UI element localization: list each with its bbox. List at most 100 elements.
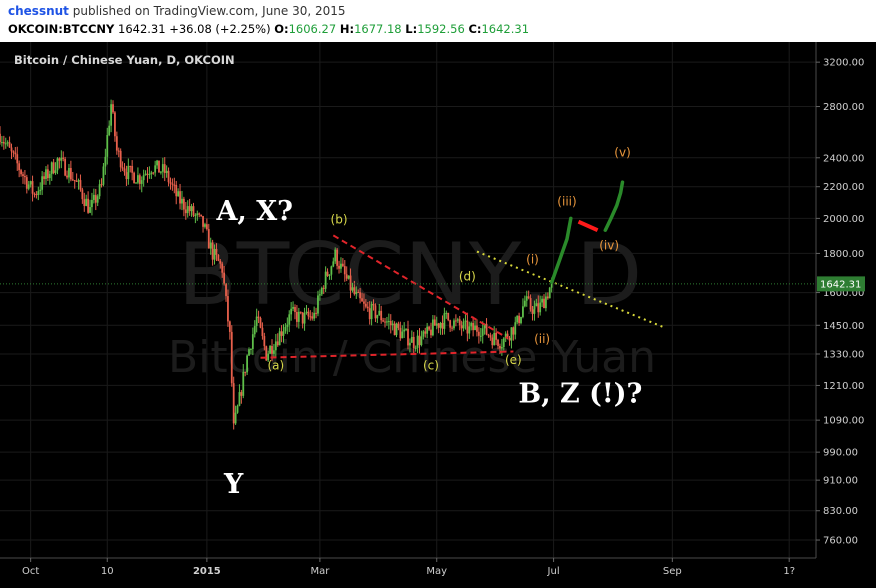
- candle-body: [518, 315, 520, 324]
- candle-body: [433, 319, 436, 326]
- candle-body: [294, 307, 296, 312]
- candle-body: [426, 326, 429, 334]
- candle-body: [416, 335, 419, 348]
- candle-body: [250, 348, 252, 350]
- candle-body: [267, 353, 270, 361]
- candle-body: [131, 166, 134, 173]
- candle-body: [127, 165, 130, 180]
- candle-body: [177, 191, 180, 197]
- candle-body: [458, 319, 461, 326]
- candle-body: [158, 160, 160, 173]
- candle-body: [286, 324, 289, 327]
- price-chart[interactable]: BTCCNY, D Bitcoin / Chinese Yuan A, X?YB…: [0, 42, 876, 588]
- candle-body: [221, 263, 224, 273]
- candle-body: [102, 166, 105, 185]
- candle-body: [424, 331, 427, 334]
- candle-body: [311, 316, 314, 319]
- candle-body: [351, 287, 354, 291]
- candle-body: [29, 181, 32, 185]
- candle-body: [25, 177, 28, 189]
- candle-body: [91, 199, 93, 208]
- candle-body: [276, 341, 279, 346]
- candle-body: [437, 323, 440, 328]
- candle-body: [6, 142, 9, 144]
- candle-body: [296, 311, 298, 322]
- candle-body: [472, 323, 475, 331]
- candle-body: [81, 189, 84, 200]
- candle-body: [326, 271, 329, 276]
- candle-body: [163, 164, 166, 173]
- candle-body: [140, 180, 143, 184]
- candle-body: [123, 168, 126, 173]
- candle-body: [52, 162, 55, 173]
- candle-body: [378, 310, 381, 316]
- wave-label-major: A, X?: [215, 196, 293, 227]
- y-tick-label: 2400.00: [823, 153, 864, 164]
- candle-body: [244, 371, 247, 373]
- candle-body: [499, 345, 501, 349]
- candle-body: [527, 296, 530, 299]
- candle-body: [533, 306, 536, 314]
- candle-body: [165, 170, 168, 173]
- candle-body: [94, 194, 97, 203]
- candle-body: [313, 312, 316, 319]
- candle-body: [477, 331, 480, 336]
- candle-body: [520, 316, 522, 324]
- candle-body: [112, 104, 114, 113]
- candle-body: [476, 325, 478, 332]
- candle-body: [456, 319, 459, 321]
- candle-body: [541, 298, 543, 303]
- candle-body: [355, 292, 358, 295]
- candle-body: [464, 320, 467, 322]
- candle-body: [50, 162, 53, 175]
- candle-body: [225, 283, 227, 297]
- y-tick-label: 1800.00: [823, 249, 864, 260]
- candle-body: [104, 156, 107, 167]
- candle-body: [259, 317, 262, 328]
- candle-body: [470, 323, 473, 327]
- candle-body: [41, 176, 44, 190]
- candle-body: [207, 229, 210, 249]
- wave-label-minor: (a): [267, 358, 284, 372]
- candle-body: [376, 315, 379, 319]
- candle-body: [407, 328, 409, 346]
- candle-body: [182, 198, 185, 210]
- candle-body: [439, 322, 442, 328]
- candle-body: [466, 320, 469, 334]
- candle-body: [320, 287, 323, 295]
- candle-body: [412, 336, 415, 349]
- candle-body: [336, 249, 339, 266]
- candle-body: [219, 260, 222, 264]
- price-axis[interactable]: 3200.00 2800.00 2400.00 2200.00 2000.00 1800.…: [816, 58, 864, 547]
- candle-body: [372, 303, 375, 306]
- candle-body: [370, 303, 373, 320]
- candle-body: [500, 346, 503, 349]
- grid-lines: [0, 42, 816, 558]
- candle-body: [462, 321, 465, 329]
- wave-label-minor: (iv): [599, 239, 619, 253]
- candle-body: [508, 337, 511, 341]
- red-dashed-line: [332, 234, 509, 339]
- y-tick-label: 1210.00: [823, 381, 864, 392]
- candle-body: [271, 346, 273, 354]
- time-axis[interactable]: Oct 10 2015 Mar May Jul Sep 1?: [22, 558, 795, 577]
- candle-body: [495, 332, 498, 340]
- author-link[interactable]: chessnut: [8, 4, 69, 18]
- candle-body: [223, 272, 226, 284]
- candle-body: [324, 271, 327, 289]
- candle-body: [322, 287, 325, 289]
- candle-body: [374, 305, 377, 319]
- candle-body: [303, 312, 306, 324]
- candle-body: [468, 326, 471, 334]
- candle-body: [196, 213, 199, 216]
- candle-body: [255, 316, 258, 326]
- green-projection-line: [549, 216, 573, 285]
- open-value: 1606.27: [288, 22, 337, 36]
- candle-body: [328, 274, 331, 276]
- candle-body: [62, 157, 65, 159]
- candle-body: [361, 298, 363, 302]
- candle-body: [299, 311, 302, 313]
- candle-body: [483, 323, 486, 329]
- candle-body: [198, 213, 201, 215]
- candle-body: [20, 170, 22, 175]
